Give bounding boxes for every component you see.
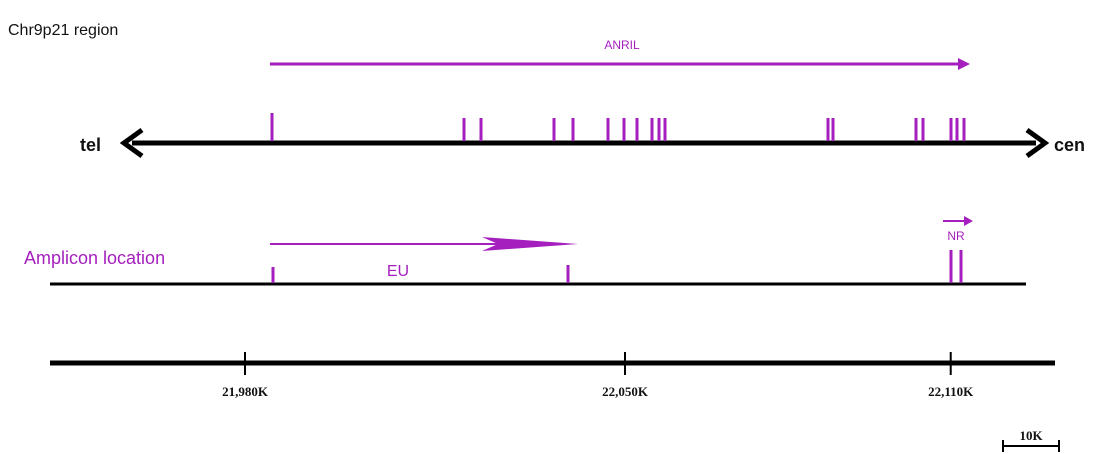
tel-label: tel: [80, 135, 101, 155]
coordinate-tick-label: 22,110K: [928, 384, 974, 399]
scale-bar: [1002, 440, 1060, 452]
nr-label: NR: [947, 229, 965, 243]
anril-label: ANRIL: [604, 38, 640, 52]
cen-arrowhead: [1025, 127, 1050, 159]
region-title: Chr9p21 region: [8, 22, 118, 39]
nr-amplicon-arrow: [943, 216, 973, 226]
chromosome-axis: [119, 127, 1050, 159]
coordinate-ticks: 21,980K 22,050K 22,110K: [222, 352, 974, 399]
eu-label: EU: [387, 263, 409, 280]
scale-bar-label: 10K: [1019, 428, 1043, 443]
cen-label: cen: [1054, 135, 1085, 155]
coordinate-tick-label: 22,050K: [602, 384, 649, 399]
coordinate-tick-label: 21,980K: [222, 384, 269, 399]
tel-arrowhead: [119, 127, 144, 159]
exon-marks: [270, 113, 966, 141]
anril-arrow: [270, 58, 970, 70]
amplicon-location-label: Amplicon location: [24, 248, 165, 268]
eu-amplicon-arrow: [270, 237, 578, 251]
